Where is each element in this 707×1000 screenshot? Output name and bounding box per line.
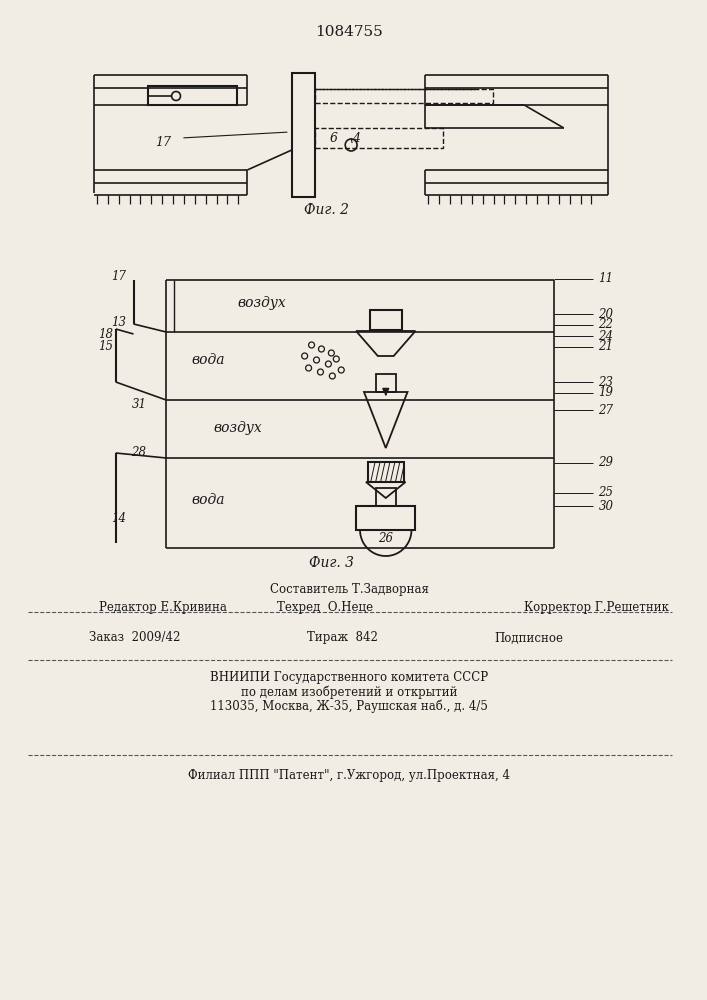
Text: 28: 28 [132, 446, 146, 460]
Text: Тираж  842: Тираж 842 [307, 632, 378, 645]
Text: Техред  О.Неце: Техред О.Неце [277, 601, 373, 614]
Text: 15: 15 [98, 340, 112, 354]
Bar [368, 462, 404, 482]
Text: 19: 19 [598, 386, 614, 399]
Text: 29: 29 [598, 456, 614, 470]
Text: 17: 17 [112, 270, 127, 284]
Text: воздух: воздух [213, 421, 262, 435]
Text: 27: 27 [598, 403, 614, 416]
Bar [315, 128, 443, 148]
Bar [148, 86, 238, 105]
Text: Корректор Г.Решетник: Корректор Г.Решетник [524, 601, 669, 614]
Text: Заказ  2009/42: Заказ 2009/42 [89, 632, 180, 645]
Text: ВНИИПИ Государственного комитета СССР: ВНИИПИ Государственного комитета СССР [210, 672, 489, 684]
Text: Фиг. 2: Фиг. 2 [304, 203, 349, 217]
Text: 13: 13 [112, 316, 127, 328]
Text: Фиг. 3: Фиг. 3 [309, 556, 354, 570]
Text: 23: 23 [598, 375, 614, 388]
Text: 18: 18 [98, 328, 112, 342]
Text: 25: 25 [598, 487, 614, 499]
Bar [376, 374, 396, 392]
Text: 113035, Москва, Ж-35, Раушская наб., д. 4/5: 113035, Москва, Ж-35, Раушская наб., д. … [210, 699, 488, 713]
Text: 22: 22 [598, 318, 614, 332]
Bar [370, 310, 402, 330]
Text: вода: вода [191, 493, 224, 507]
Bar [376, 488, 396, 506]
Text: Подписное: Подписное [495, 632, 563, 645]
Text: по делам изобретений и открытий: по делам изобретений и открытий [241, 685, 457, 699]
Bar [292, 73, 315, 197]
Text: воздух: воздух [238, 296, 286, 310]
Bar [356, 506, 416, 530]
Text: 20: 20 [598, 308, 614, 320]
Text: 1084755: 1084755 [315, 25, 383, 39]
Text: 31: 31 [132, 398, 146, 412]
Text: 21: 21 [598, 340, 614, 354]
Text: 30: 30 [598, 499, 614, 512]
Text: Филиал ППП "Патент", г.Ужгород, ул.Проектная, 4: Филиал ППП "Патент", г.Ужгород, ул.Проек… [188, 768, 510, 782]
Text: 6: 6 [329, 131, 337, 144]
Text: Составитель Т.Задворная: Составитель Т.Задворная [269, 584, 428, 596]
Text: вода: вода [191, 353, 224, 367]
Text: Редактор Е.Кривина: Редактор Е.Кривина [99, 601, 227, 614]
Text: 17: 17 [156, 135, 171, 148]
Text: 24: 24 [598, 330, 614, 342]
Text: 4: 4 [352, 131, 360, 144]
Bar [315, 89, 493, 103]
Text: 26: 26 [378, 532, 393, 544]
Text: 11: 11 [598, 272, 614, 286]
Text: 14: 14 [112, 512, 127, 524]
